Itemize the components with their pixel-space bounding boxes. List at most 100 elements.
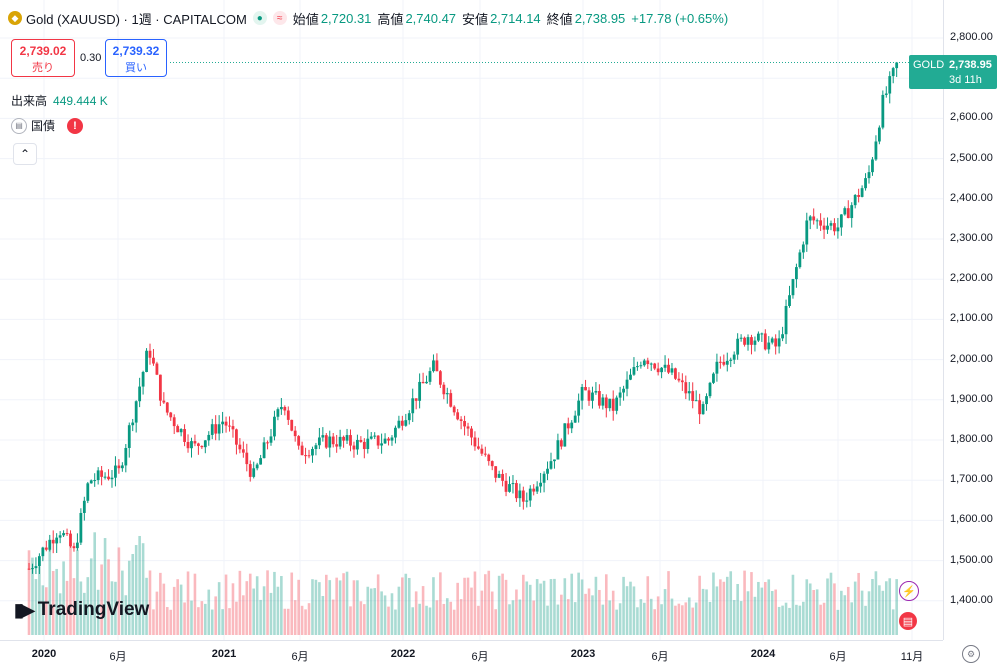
time-tick-label: 6月	[651, 651, 669, 663]
volume-bar	[273, 571, 276, 635]
candle-body	[490, 461, 494, 467]
candlestick-chart[interactable]	[0, 0, 943, 640]
volume-bar	[62, 561, 65, 635]
tradingview-logo-icon: ▮▶	[14, 599, 35, 620]
volume-bar	[829, 572, 833, 635]
candle-body	[722, 361, 726, 365]
candle-body	[788, 295, 791, 306]
candle-body	[269, 436, 273, 443]
volume-bar	[117, 547, 121, 635]
time-axis[interactable]: 2020 6月 2021 6月 2022 6月 2023 6月 2024 6月 11月	[0, 640, 943, 668]
candle-body	[839, 214, 843, 228]
candle-body	[411, 398, 415, 414]
volume-bar	[414, 591, 418, 635]
candle-body	[231, 426, 235, 430]
candle-body	[701, 404, 705, 415]
candle-body	[407, 413, 411, 421]
volume-bar	[107, 559, 110, 635]
volume-bar	[141, 543, 145, 635]
us-flag-icon[interactable]: ▤	[899, 612, 917, 630]
candle-body	[152, 357, 155, 364]
volume-bar	[484, 574, 487, 635]
volume-bar	[428, 607, 432, 635]
candle-body	[611, 398, 615, 411]
price-chart[interactable]	[0, 0, 943, 640]
alert-icon[interactable]: !	[67, 117, 84, 134]
volume-bar	[515, 589, 518, 635]
price-tick-label: 2,800.00	[950, 31, 993, 43]
candle-body	[746, 337, 750, 345]
candle-body	[286, 410, 290, 420]
candle-body	[41, 547, 45, 557]
volume-bar	[729, 571, 733, 635]
volume-bar	[784, 602, 788, 635]
data-source-icon[interactable]: ≈	[272, 11, 287, 25]
sell-price: 2,739.02	[19, 44, 67, 58]
symbol-title[interactable]: Gold (XAUUSD) · 1週 · CAPITALCOM	[26, 11, 247, 27]
candle-body	[566, 423, 570, 429]
volume-bar	[231, 583, 235, 635]
chevron-up-icon: ⌃	[19, 147, 31, 161]
candle-body	[732, 354, 736, 360]
time-tick-label: 11月	[900, 651, 924, 663]
collapse-legend-button[interactable]: ⌃	[13, 143, 37, 165]
candle-body	[158, 374, 162, 401]
candle-body	[470, 428, 473, 438]
volume-value: 449.444 K	[53, 94, 108, 108]
candle-body	[594, 391, 598, 393]
volume-bar	[79, 581, 83, 635]
price-tick-label: 1,700.00	[950, 473, 993, 486]
candle-body	[245, 452, 249, 465]
volume-bar	[197, 607, 200, 635]
market-open-icon[interactable]: ●	[252, 11, 267, 25]
volume-bar	[563, 578, 567, 635]
sell-button[interactable]: 2,739.02 売り	[11, 39, 75, 77]
candle-body	[777, 338, 781, 347]
volume-bar	[318, 582, 321, 635]
candle-body	[141, 372, 145, 387]
candle-body	[248, 464, 252, 477]
volume-bar	[836, 609, 840, 635]
candle-body	[338, 436, 342, 447]
bond-icon: ▤	[11, 117, 27, 134]
candle-body	[51, 539, 55, 544]
candle-body	[356, 439, 359, 450]
price-axis[interactable]: 2,800.002,700.002,600.002,500.002,400.00…	[943, 0, 1000, 640]
volume-bar	[165, 607, 169, 635]
lightning-icon[interactable]: ⚡	[899, 581, 919, 601]
volume-bar	[314, 579, 318, 635]
settings-icon[interactable]: ⚙	[962, 645, 980, 663]
volume-bar	[490, 591, 494, 635]
candle-body	[680, 380, 684, 383]
volume-bar	[611, 590, 615, 635]
tradingview-logo[interactable]: ▮▶ TradingView	[14, 599, 149, 621]
volume-bar	[338, 580, 342, 635]
close-value: 2,738.95	[574, 10, 626, 26]
volume-bar	[307, 603, 311, 635]
volume-indicator[interactable]: 出来高 449.444 K	[11, 92, 108, 109]
candle-body	[380, 443, 384, 446]
candle-body	[366, 438, 370, 450]
buy-button[interactable]: 2,739.32 買い	[105, 39, 167, 77]
volume-bar	[169, 609, 173, 635]
bond-indicator[interactable]: ▤ 国債 !	[11, 117, 84, 134]
price-tick-label: 2,200.00	[950, 272, 993, 285]
volume-bar	[719, 579, 722, 635]
volume-bar	[677, 603, 681, 635]
volume-bar	[750, 572, 753, 635]
candle-body	[756, 333, 760, 341]
volume-bar	[324, 574, 328, 635]
volume-bar	[874, 571, 878, 635]
volume-bar	[791, 574, 795, 635]
candle-body	[203, 440, 207, 448]
candle-body	[31, 568, 34, 570]
volume-bar	[504, 579, 508, 635]
candle-body	[186, 441, 190, 449]
candle-body	[266, 442, 269, 444]
price-tick-label: 1,800.00	[950, 433, 993, 445]
candle-body	[252, 468, 256, 477]
candle-body	[663, 364, 667, 368]
volume-bar	[134, 545, 138, 635]
volume-bar	[356, 580, 359, 635]
volume-bar	[608, 600, 612, 635]
